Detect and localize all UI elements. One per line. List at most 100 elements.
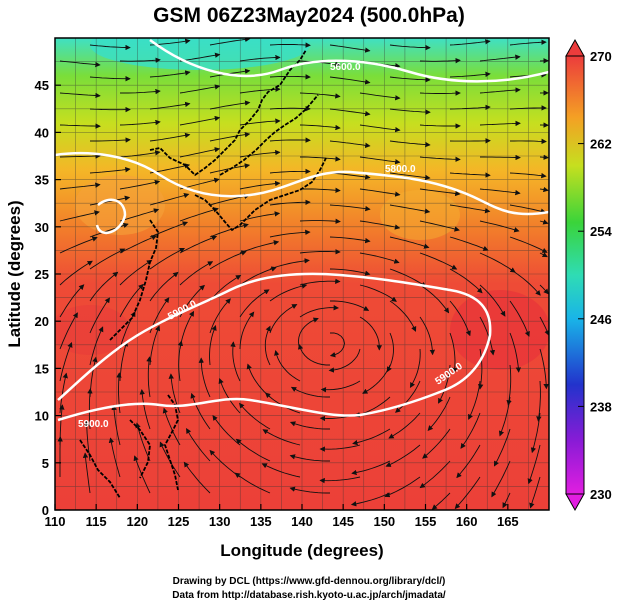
- streamline: [59, 236, 98, 254]
- streamline: [389, 204, 431, 214]
- streamline: [159, 441, 181, 478]
- y-tick-label: 40: [35, 125, 49, 140]
- streamline: [350, 492, 391, 507]
- streamline: [359, 316, 382, 351]
- streamline: [149, 132, 191, 142]
- plot-area: 5600.0 5800.0 5900.0 5900.0 5900.0: [55, 38, 549, 510]
- streamline: [329, 76, 371, 85]
- streamline: [262, 429, 301, 446]
- contour-label: 5900.0: [78, 419, 109, 430]
- streamline: [359, 188, 401, 197]
- streamline: [352, 428, 391, 446]
- streamline: [359, 220, 401, 230]
- streamline: [389, 108, 431, 115]
- y-axis-label: Latitude (degrees): [5, 200, 24, 347]
- streamline: [329, 204, 371, 212]
- footer-credit-drawing: Drawing by DCL (https://www.gfd-dennou.o…: [173, 576, 446, 587]
- streamline: [431, 492, 451, 510]
- streamline: [89, 326, 104, 366]
- streamline: [529, 476, 541, 509]
- streamline: [329, 108, 371, 117]
- streamline: [59, 210, 100, 222]
- streamline: [479, 220, 520, 233]
- y-tick-label: 15: [35, 361, 49, 376]
- colorbar-tick-label: 246: [590, 312, 612, 327]
- streamline: [119, 260, 153, 286]
- streamline: [449, 332, 458, 374]
- streamline: [329, 236, 371, 244]
- x-tick-label: 140: [291, 514, 313, 529]
- streamline: [329, 268, 371, 276]
- streamline: [89, 271, 119, 302]
- colorbar: 230 238 246 254 262 270: [565, 38, 612, 512]
- colorbar-tick-label: 254: [590, 224, 612, 239]
- footer-credit-data: Data from http://database.rish.kyoto-u.a…: [172, 590, 446, 601]
- streamline: [539, 284, 549, 295]
- y-tick-label: 0: [42, 503, 49, 518]
- streamline: [89, 106, 131, 113]
- streamline: [209, 131, 251, 142]
- streamline: [409, 348, 421, 388]
- streamline: [449, 104, 491, 111]
- streamline: [87, 388, 93, 430]
- streamline: [146, 356, 152, 398]
- streamline: [120, 88, 161, 95]
- streamline: [269, 168, 311, 175]
- streamline: [264, 325, 271, 366]
- streamline: [209, 324, 217, 366]
- streamline: [299, 218, 341, 224]
- streamline: [539, 154, 549, 160]
- streamline: [179, 52, 221, 62]
- streamline: [454, 476, 481, 510]
- streamline: [89, 248, 126, 270]
- streamline: [510, 138, 547, 145]
- streamline: [389, 172, 431, 181]
- streamline: [179, 115, 221, 126]
- streamline: [269, 74, 311, 80]
- streamline: [198, 357, 211, 398]
- x-tick-label: 160: [456, 514, 478, 529]
- streamline: [89, 166, 131, 174]
- streamline: [359, 92, 401, 101]
- streamline: [419, 90, 461, 96]
- streamline: [239, 149, 281, 158]
- warm-blob: [75, 175, 165, 235]
- streamline: [289, 454, 330, 462]
- streamline: [329, 332, 345, 358]
- streamline: [330, 300, 370, 311]
- streamline: [59, 284, 85, 318]
- contour-closed-5800: [95, 198, 127, 235]
- streamline: [502, 492, 511, 509]
- streamline: [468, 380, 481, 420]
- streamline: [149, 101, 191, 110]
- streamline: [389, 300, 417, 332]
- streamline: [235, 438, 271, 462]
- streamline: [119, 119, 161, 126]
- streamline: [89, 76, 131, 82]
- streamline: [299, 304, 339, 318]
- streamline: [509, 172, 547, 179]
- streamline: [239, 289, 270, 318]
- contour-5800: [55, 151, 549, 216]
- streamline: [329, 172, 371, 180]
- streamline: [384, 476, 421, 498]
- colorbar-tick-label: 270: [590, 49, 612, 64]
- streamline: [269, 42, 311, 48]
- streamline: [509, 39, 547, 46]
- streamline: [388, 412, 421, 439]
- y-tick-label: 30: [35, 220, 49, 235]
- streamline: [479, 252, 516, 273]
- streamline: [139, 389, 151, 430]
- streamline: [190, 392, 211, 430]
- streamline: [269, 137, 311, 143]
- streamline: [149, 221, 189, 238]
- x-tick-label: 125: [168, 514, 190, 529]
- streamline: [419, 188, 461, 197]
- streamline: [269, 105, 311, 112]
- streamline: [149, 192, 190, 206]
- streamline: [419, 252, 458, 270]
- streamline: [449, 300, 471, 337]
- streamline: [179, 147, 221, 158]
- streamline: [89, 44, 131, 51]
